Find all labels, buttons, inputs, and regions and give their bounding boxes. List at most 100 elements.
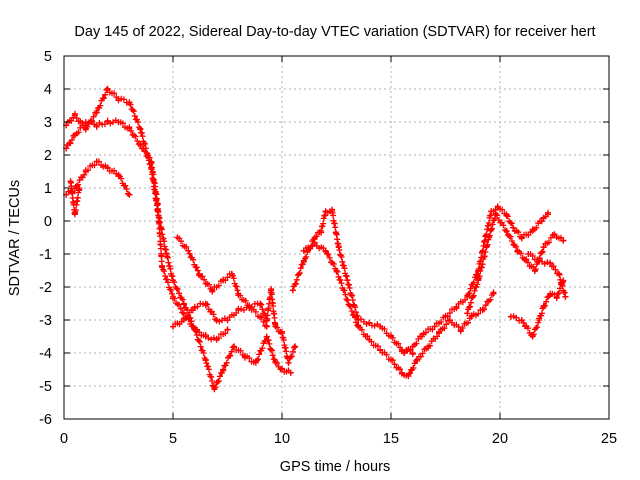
data-point bbox=[289, 287, 296, 294]
data-point bbox=[560, 237, 567, 244]
series-markers bbox=[507, 278, 567, 339]
data-point bbox=[272, 323, 279, 330]
data-point bbox=[268, 287, 275, 294]
y-axis-label: SDTVAR / TECUs bbox=[7, 180, 23, 296]
x-tick-label: 0 bbox=[60, 431, 68, 447]
data-point bbox=[510, 224, 517, 231]
data-point bbox=[409, 350, 416, 356]
data-point bbox=[398, 369, 405, 376]
data-point bbox=[318, 227, 325, 234]
data-point bbox=[525, 251, 532, 257]
data-point bbox=[126, 191, 133, 198]
data-point bbox=[507, 313, 514, 320]
data-point bbox=[241, 353, 248, 360]
data-point bbox=[503, 227, 510, 234]
y-tick-label: -2 bbox=[39, 280, 52, 296]
y-tick-label: -1 bbox=[39, 247, 52, 263]
data-point bbox=[137, 125, 144, 132]
data-point bbox=[154, 201, 161, 208]
series-6 bbox=[170, 300, 270, 330]
data-point bbox=[76, 185, 83, 191]
data-point bbox=[329, 208, 336, 215]
data-point bbox=[252, 359, 259, 366]
series-markers bbox=[289, 206, 416, 358]
data-point bbox=[377, 323, 384, 330]
data-point bbox=[544, 211, 551, 218]
data-point bbox=[453, 303, 460, 310]
data-point bbox=[468, 313, 475, 320]
data-point bbox=[220, 277, 227, 284]
y-tick-label: 3 bbox=[44, 115, 52, 131]
data-point bbox=[235, 307, 242, 314]
data-point bbox=[536, 317, 543, 323]
data-point bbox=[486, 234, 493, 241]
data-point bbox=[333, 267, 340, 274]
data-point bbox=[170, 323, 176, 330]
x-axis-label: GPS time / hours bbox=[280, 459, 390, 475]
data-point bbox=[492, 211, 499, 218]
data-point bbox=[494, 204, 501, 211]
data-point bbox=[279, 366, 285, 373]
data-point bbox=[405, 373, 412, 380]
data-point bbox=[71, 211, 78, 218]
axis-ticks: 0 5 10 15 20 25 -6 -5 -4 -3 -2 -1 0 1 2 3 4 5 bbox=[39, 49, 617, 447]
data-point bbox=[180, 317, 187, 323]
data-point bbox=[322, 247, 329, 254]
series-9 bbox=[401, 203, 551, 356]
y-tick-label: 4 bbox=[44, 82, 52, 98]
data-point bbox=[104, 86, 111, 92]
data-point bbox=[518, 234, 525, 241]
data-point bbox=[377, 346, 384, 353]
data-point bbox=[93, 158, 100, 165]
series-2 bbox=[63, 117, 231, 343]
series-12 bbox=[525, 251, 569, 300]
data-point bbox=[235, 290, 242, 297]
data-point bbox=[536, 257, 543, 264]
data-point bbox=[170, 277, 176, 284]
data-point bbox=[220, 366, 227, 373]
data-point bbox=[540, 303, 547, 310]
data-point bbox=[344, 277, 351, 284]
data-point bbox=[148, 158, 155, 165]
series-3 bbox=[63, 158, 133, 198]
data-point bbox=[202, 300, 209, 307]
data-point bbox=[287, 369, 294, 376]
data-point bbox=[479, 307, 486, 314]
data-point bbox=[311, 241, 318, 248]
data-point bbox=[388, 333, 394, 340]
data-point bbox=[300, 247, 307, 254]
data-point bbox=[518, 317, 525, 323]
x-tick-label: 25 bbox=[601, 431, 617, 447]
data-point bbox=[401, 350, 408, 356]
x-tick-label: 20 bbox=[492, 431, 508, 447]
data-point bbox=[355, 323, 362, 330]
data-point bbox=[202, 356, 209, 363]
data-point bbox=[514, 247, 521, 254]
data-point bbox=[523, 257, 530, 264]
data-marks bbox=[63, 85, 569, 393]
data-point bbox=[185, 247, 192, 254]
x-tick-label: 5 bbox=[169, 431, 177, 447]
y-tick-label: 2 bbox=[44, 148, 52, 164]
data-point bbox=[126, 125, 133, 132]
data-point bbox=[82, 125, 89, 132]
data-point bbox=[409, 343, 416, 350]
data-point bbox=[475, 277, 482, 284]
data-point bbox=[115, 119, 122, 125]
series-10 bbox=[464, 210, 567, 317]
data-point bbox=[174, 234, 181, 241]
data-point bbox=[529, 227, 536, 234]
data-point bbox=[209, 287, 216, 294]
data-point bbox=[490, 290, 497, 297]
data-point bbox=[231, 343, 238, 350]
data-point bbox=[292, 343, 299, 350]
data-point bbox=[547, 260, 554, 267]
data-point bbox=[180, 300, 187, 307]
data-point bbox=[555, 270, 562, 277]
x-tick-label: 10 bbox=[274, 431, 290, 447]
data-point bbox=[228, 270, 235, 277]
data-point bbox=[196, 270, 203, 277]
series-11 bbox=[507, 277, 567, 340]
data-point bbox=[263, 333, 270, 340]
y-tick-label: 1 bbox=[44, 181, 52, 197]
